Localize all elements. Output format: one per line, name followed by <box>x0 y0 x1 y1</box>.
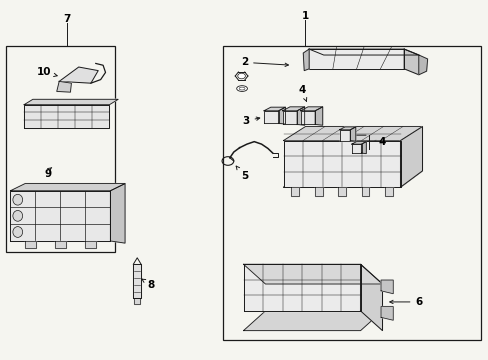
Text: 3: 3 <box>242 116 259 126</box>
Text: 5: 5 <box>236 166 247 181</box>
Polygon shape <box>300 107 322 111</box>
Polygon shape <box>291 187 299 196</box>
Text: 8: 8 <box>142 279 154 290</box>
Text: 2: 2 <box>241 57 288 67</box>
Polygon shape <box>10 184 125 191</box>
Polygon shape <box>10 191 110 241</box>
Polygon shape <box>351 141 366 144</box>
Polygon shape <box>308 49 418 55</box>
Polygon shape <box>303 49 308 71</box>
Text: 7: 7 <box>62 14 70 24</box>
Ellipse shape <box>13 226 22 237</box>
Polygon shape <box>297 107 304 125</box>
Text: 6: 6 <box>389 297 422 307</box>
Polygon shape <box>361 187 368 196</box>
Text: 9: 9 <box>44 168 51 179</box>
Ellipse shape <box>13 211 22 221</box>
Text: 4: 4 <box>378 137 385 147</box>
Polygon shape <box>110 184 125 243</box>
Polygon shape <box>134 298 140 304</box>
Ellipse shape <box>236 86 247 91</box>
Polygon shape <box>282 111 297 125</box>
Polygon shape <box>24 105 109 128</box>
Text: 4: 4 <box>298 85 306 101</box>
Polygon shape <box>361 141 366 154</box>
Polygon shape <box>418 55 427 75</box>
Text: 1: 1 <box>301 11 308 21</box>
Bar <box>5 45 115 252</box>
Polygon shape <box>278 107 285 124</box>
Polygon shape <box>59 67 98 83</box>
Polygon shape <box>24 99 118 105</box>
Polygon shape <box>349 127 355 141</box>
Polygon shape <box>283 171 422 187</box>
Polygon shape <box>243 264 360 311</box>
Circle shape <box>237 73 245 79</box>
Text: 10: 10 <box>36 67 57 77</box>
Polygon shape <box>55 241 66 248</box>
Polygon shape <box>380 280 392 294</box>
Polygon shape <box>384 187 392 196</box>
Polygon shape <box>315 107 322 125</box>
Polygon shape <box>339 130 349 140</box>
Polygon shape <box>339 127 355 130</box>
Polygon shape <box>404 49 418 75</box>
Polygon shape <box>24 241 36 248</box>
Polygon shape <box>360 264 382 330</box>
Polygon shape <box>264 111 278 123</box>
Polygon shape <box>308 49 404 69</box>
Polygon shape <box>84 241 96 248</box>
Polygon shape <box>133 264 141 298</box>
Polygon shape <box>283 140 400 187</box>
Ellipse shape <box>13 194 22 205</box>
Polygon shape <box>337 187 345 196</box>
Polygon shape <box>380 307 392 320</box>
Bar <box>222 45 480 339</box>
Polygon shape <box>351 144 361 153</box>
Polygon shape <box>300 111 315 125</box>
Polygon shape <box>243 311 382 330</box>
Polygon shape <box>57 81 71 92</box>
Polygon shape <box>243 264 382 284</box>
Polygon shape <box>314 187 322 196</box>
Polygon shape <box>283 127 422 140</box>
Polygon shape <box>400 127 422 187</box>
Polygon shape <box>264 107 285 111</box>
Polygon shape <box>282 107 304 111</box>
